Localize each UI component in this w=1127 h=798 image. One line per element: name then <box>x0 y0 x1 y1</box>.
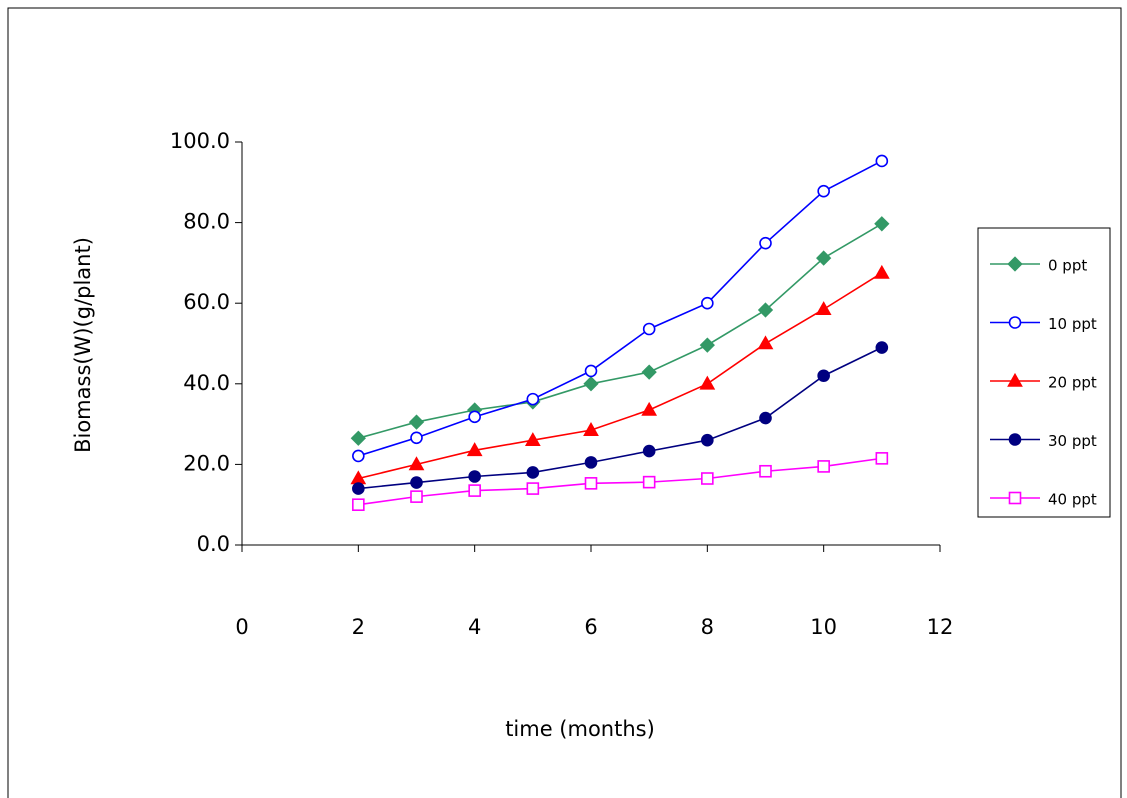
marker <box>410 490 423 503</box>
y-tick-label: 100.0 <box>170 129 230 153</box>
marker <box>1007 256 1023 272</box>
x-axis-label: time (months) <box>505 717 655 741</box>
marker <box>524 432 541 447</box>
series-line <box>358 160 883 457</box>
marker <box>817 369 830 383</box>
marker <box>699 337 715 353</box>
marker <box>875 154 889 168</box>
legend-item: 40 ppt <box>990 491 1097 509</box>
marker <box>641 401 658 416</box>
y-tick-label: 60.0 <box>183 290 230 314</box>
marker <box>875 341 889 354</box>
marker <box>350 430 366 446</box>
marker <box>468 470 481 483</box>
marker <box>816 250 832 266</box>
x-tick-label: 12 <box>927 615 954 639</box>
frame <box>7 7 1122 798</box>
legend-label: 10 ppt <box>1048 315 1097 333</box>
marker <box>584 456 598 469</box>
marker <box>526 466 540 479</box>
legend-box <box>977 227 1111 518</box>
legend-label: 0 ppt <box>1048 257 1087 275</box>
marker <box>584 477 598 490</box>
marker <box>642 322 656 336</box>
marker <box>759 236 772 250</box>
x-tick-label: 8 <box>701 615 714 639</box>
marker <box>815 301 832 316</box>
marker <box>1008 316 1022 329</box>
marker <box>817 460 830 473</box>
marker <box>1008 491 1022 505</box>
marker <box>641 364 657 380</box>
legend-item: 30 ppt <box>990 432 1097 450</box>
marker <box>584 364 598 378</box>
marker <box>1007 372 1023 387</box>
marker <box>408 414 425 430</box>
marker <box>701 296 714 310</box>
marker <box>410 476 423 489</box>
marker <box>757 302 774 318</box>
legend-label: 40 ppt <box>1048 491 1097 509</box>
marker <box>352 498 365 512</box>
marker <box>1008 433 1022 446</box>
marker <box>699 375 716 390</box>
marker <box>874 216 890 232</box>
marker <box>759 411 772 425</box>
legend-item: 0 ppt <box>990 256 1087 275</box>
marker <box>701 472 714 485</box>
x-tick-label: 0 <box>235 615 248 639</box>
series-line <box>358 272 883 480</box>
legend-item: 20 ppt <box>990 372 1097 392</box>
marker <box>468 410 481 424</box>
marker <box>468 484 481 497</box>
marker <box>642 444 656 458</box>
x-tick-label: 4 <box>468 615 481 639</box>
marker <box>583 376 599 392</box>
series-line <box>358 457 882 506</box>
series-line <box>358 223 883 439</box>
legend-item: 10 ppt <box>990 315 1097 333</box>
y-axis-label: Biomass(W)(g/plant) <box>71 237 95 453</box>
y-tick-label: 80.0 <box>183 210 230 234</box>
marker <box>875 452 889 465</box>
marker <box>526 392 540 406</box>
marker <box>526 482 540 495</box>
y-tick-label: 0.0 <box>197 532 230 556</box>
marker <box>817 184 830 198</box>
marker <box>642 475 656 489</box>
marker <box>757 335 774 350</box>
marker <box>410 431 423 445</box>
legend-label: 30 ppt <box>1048 432 1097 450</box>
y-tick-label: 20.0 <box>183 451 230 475</box>
legend-label: 20 ppt <box>1048 374 1097 392</box>
marker <box>701 433 714 447</box>
y-tick-label: 40.0 <box>183 371 230 395</box>
marker <box>466 442 483 457</box>
marker <box>352 449 365 463</box>
x-tick-label: 6 <box>584 615 597 639</box>
marker <box>873 264 890 279</box>
x-tick-label: 2 <box>352 615 365 639</box>
marker <box>759 464 772 478</box>
marker <box>352 482 365 495</box>
marker <box>408 456 425 471</box>
x-tick-label: 10 <box>810 615 837 639</box>
series-line <box>358 346 883 490</box>
marker <box>583 422 599 436</box>
